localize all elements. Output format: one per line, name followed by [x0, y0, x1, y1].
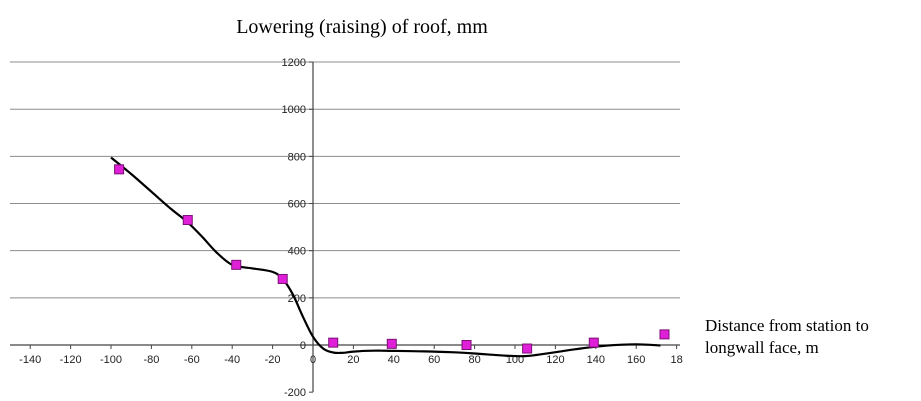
x-tick-label: -20 — [265, 354, 281, 366]
x-tick-label: 20 — [347, 354, 359, 366]
x-tick-label: 60 — [428, 354, 440, 366]
x-tick-label: 40 — [388, 354, 400, 366]
y-tick-label: 0 — [300, 340, 306, 352]
x-axis-ticks: -140 -120 -100 -80 -60 -40 -20 0 20 40 60 80 100 120 1… — [19, 345, 683, 366]
data-point — [386, 338, 397, 349]
data-point — [277, 273, 288, 284]
x-tick-label: 0 — [310, 354, 316, 366]
chart-title: Lowering (raising) of roof, mm — [236, 16, 488, 38]
data-point — [328, 337, 339, 348]
data-point — [461, 340, 472, 350]
x-tick-label: -100 — [100, 354, 122, 366]
axes — [10, 62, 680, 393]
data-point — [522, 343, 533, 354]
x-tick-label: -120 — [60, 354, 82, 366]
data-point — [659, 329, 670, 340]
x-tick-label: -60 — [184, 354, 200, 366]
y-tick-label: -200 — [284, 387, 306, 399]
x-tick-label: -140 — [19, 354, 41, 366]
x-tick-label: 18 — [670, 354, 682, 366]
x-tick-label: 140 — [587, 354, 605, 366]
y-tick-label: 800 — [288, 151, 306, 163]
y-tick-label: 400 — [288, 246, 306, 258]
x-tick-label: -80 — [143, 354, 159, 366]
x-tick-label: 120 — [546, 354, 564, 366]
data-point — [231, 259, 242, 270]
y-tick-label: 200 — [288, 293, 306, 305]
y-tick-label: 600 — [288, 199, 306, 211]
y-tick-label: 1200 — [282, 57, 306, 69]
y-tick-label: 1000 — [282, 104, 306, 116]
data-points — [114, 164, 670, 354]
y-axis-ticks: 1200 1000 800 600 400 200 0 -200 — [282, 57, 313, 399]
trend-line — [110, 156, 661, 358]
x-tick-label: 80 — [468, 354, 480, 366]
data-point — [114, 164, 125, 175]
x-axis-label: Distance from station to longwall face, … — [705, 316, 869, 357]
data-point — [182, 215, 193, 226]
data-point — [588, 337, 599, 348]
gridlines — [10, 61, 680, 299]
x-tick-label: -40 — [224, 354, 240, 366]
x-tick-label: 160 — [627, 354, 645, 366]
